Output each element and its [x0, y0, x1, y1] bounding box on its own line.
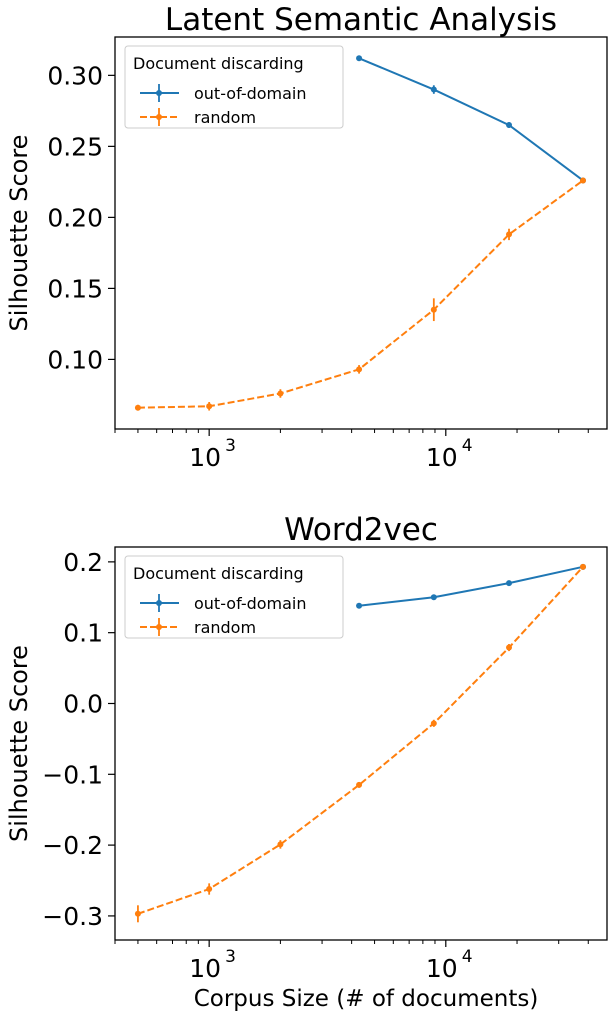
- data-point-out-of-domain: [356, 602, 363, 609]
- plot-frame: [114, 546, 608, 941]
- legend-marker-random: [156, 624, 162, 630]
- data-point-random: [277, 390, 284, 397]
- x-tick-exponent: 3: [225, 436, 236, 456]
- y-tick-label: 0.30: [47, 61, 103, 90]
- series-line-random: [137, 179, 584, 409]
- x-tick-exponent: 4: [462, 436, 473, 456]
- y-tick-label: 0.15: [47, 274, 103, 303]
- y-tick-label: 0.25: [47, 132, 103, 161]
- series-line-out-of-domain: [358, 565, 584, 607]
- data-point-random: [134, 910, 141, 917]
- y-tick-label: 0.1: [63, 619, 103, 648]
- x-tick-exponent: 3: [225, 947, 236, 967]
- data-point-out-of-domain: [430, 86, 437, 93]
- data-point-out-of-domain: [506, 122, 513, 129]
- legend-marker-out-of-domain: [156, 600, 162, 606]
- data-point-random: [430, 306, 437, 313]
- y-axis-label: Silhouette Score: [5, 135, 33, 332]
- legend-marker-out-of-domain: [156, 90, 162, 96]
- data-point-random: [134, 404, 141, 411]
- legend-label-random: random: [194, 108, 256, 127]
- x-axis-label: Corpus Size (# of documents): [194, 986, 539, 1012]
- data-point-out-of-domain: [430, 594, 437, 601]
- data-point-out-of-domain: [356, 55, 363, 62]
- chart-panel-1: Word2vec Silhouette Score Corpus Size (# o…: [5, 512, 608, 1012]
- data-point-random: [356, 366, 363, 373]
- legend-title: Document discarding: [133, 54, 304, 73]
- legend: Document discarding out-of-domain random: [124, 45, 344, 129]
- chart-panel-0: Latent Semantic Analysis Silhouette Score…: [5, 2, 608, 472]
- data-point-random: [206, 403, 213, 410]
- data-point-random: [506, 644, 513, 651]
- legend: Document discarding out-of-domain random: [124, 555, 344, 639]
- y-axis-label: Silhouette Score: [5, 645, 33, 842]
- series-line-out-of-domain: [358, 57, 584, 182]
- x-tick-label: 10: [426, 443, 458, 472]
- data-point-random: [356, 781, 363, 788]
- y-tick-label: 0.20: [47, 203, 103, 232]
- chart-title: Latent Semantic Analysis: [165, 2, 557, 38]
- chart-title: Word2vec: [284, 512, 438, 548]
- y-tick-label: 0.2: [63, 548, 103, 577]
- x-tick-label: 10: [189, 954, 221, 983]
- data-point-out-of-domain: [506, 580, 513, 587]
- legend-marker-random: [156, 114, 162, 120]
- y-tick-label: −0.1: [42, 760, 103, 789]
- y-tick-label: 0.10: [47, 345, 103, 374]
- legend-box: [124, 45, 344, 129]
- data-point-random: [579, 177, 586, 184]
- y-tick-label: 0.0: [63, 689, 103, 718]
- x-tick-label: 10: [189, 443, 221, 472]
- legend-label-random: random: [194, 618, 256, 637]
- data-point-random: [579, 563, 586, 570]
- legend-title: Document discarding: [133, 564, 304, 583]
- x-tick-exponent: 4: [462, 947, 473, 967]
- data-point-random: [277, 841, 284, 848]
- y-tick-label: −0.3: [42, 902, 103, 931]
- data-point-random: [506, 231, 513, 238]
- legend-label-out-of-domain: out-of-domain: [194, 84, 307, 103]
- legend-label-out-of-domain: out-of-domain: [194, 594, 307, 613]
- y-tick-label: −0.2: [42, 831, 103, 860]
- x-tick-label: 10: [426, 954, 458, 983]
- data-point-random: [206, 886, 213, 893]
- data-point-random: [430, 720, 437, 727]
- legend-box: [124, 555, 344, 639]
- plot-frame: [114, 36, 608, 430]
